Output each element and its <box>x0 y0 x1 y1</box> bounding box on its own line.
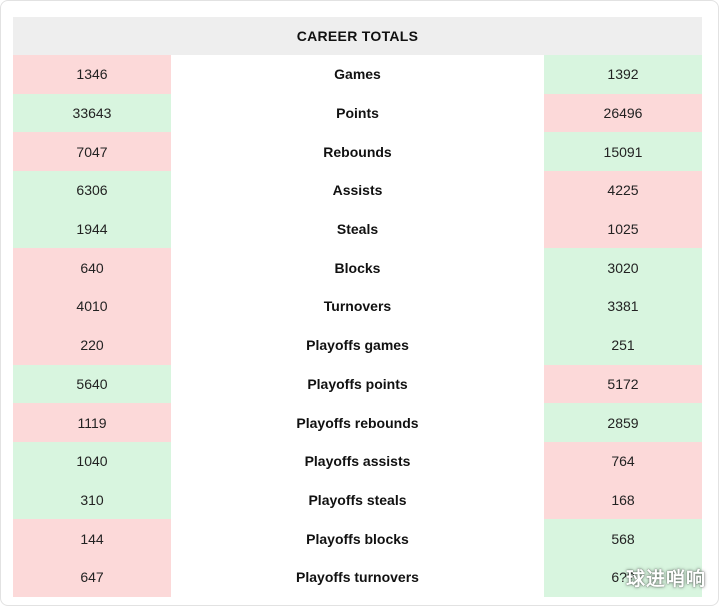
table-row: 640 Blocks 3020 <box>13 248 702 288</box>
right-player-value: 251 <box>544 325 702 365</box>
right-player-value: 5172 <box>544 364 702 404</box>
left-player-value: 647 <box>13 557 171 597</box>
left-player-value: 5640 <box>13 364 171 404</box>
stat-label: Assists <box>171 171 544 210</box>
left-player-value: 144 <box>13 519 171 558</box>
table-row: 1119 Playoffs rebounds 2859 <box>13 403 702 442</box>
right-player-value: 6?? <box>544 557 702 597</box>
left-player-value: 640 <box>13 248 171 288</box>
stat-label: Turnovers <box>171 287 544 326</box>
table-title: CAREER TOTALS <box>13 17 702 55</box>
table-row: 1346 Games 1392 <box>13 55 702 94</box>
table-row: 5640 Playoffs points 5172 <box>13 364 702 404</box>
left-player-value: 1040 <box>13 441 171 481</box>
left-player-value: 310 <box>13 480 171 520</box>
stat-label: Blocks <box>171 248 544 288</box>
table-body: 1346 Games 1392 33643 Points 26496 7047 Rebound… <box>13 55 702 597</box>
table-row: 4010 Turnovers 3381 <box>13 287 702 326</box>
table-row: 1040 Playoffs assists 764 <box>13 441 702 481</box>
stat-label: Playoffs assists <box>171 441 544 481</box>
left-player-value: 6306 <box>13 171 171 210</box>
stat-label: Playoffs games <box>171 325 544 365</box>
stat-label: Games <box>171 55 544 94</box>
table-row: 1944 Steals 1025 <box>13 209 702 249</box>
table-row: 310 Playoffs steals 168 <box>13 480 702 520</box>
table-row: 220 Playoffs games 251 <box>13 325 702 365</box>
stat-label: Playoffs turnovers <box>171 557 544 597</box>
right-player-value: 3020 <box>544 248 702 288</box>
right-player-value: 568 <box>544 519 702 558</box>
table-row: 647 Playoffs turnovers 6?? <box>13 557 702 597</box>
right-player-value: 3381 <box>544 287 702 326</box>
stat-label: Playoffs points <box>171 364 544 404</box>
right-player-value: 168 <box>544 480 702 520</box>
right-player-value: 4225 <box>544 171 702 210</box>
table-row: 144 Playoffs blocks 568 <box>13 519 702 558</box>
left-player-value: 7047 <box>13 132 171 172</box>
right-player-value: 26496 <box>544 93 702 133</box>
left-player-value: 4010 <box>13 287 171 326</box>
stat-label: Rebounds <box>171 132 544 172</box>
right-player-value: 1392 <box>544 55 702 94</box>
career-totals-table: CAREER TOTALS 1346 Games 1392 33643 Points 26… <box>13 17 702 597</box>
stat-label: Playoffs blocks <box>171 519 544 558</box>
left-player-value: 33643 <box>13 93 171 133</box>
right-player-value: 2859 <box>544 403 702 442</box>
watermark: 球进哨响 <box>625 569 706 590</box>
stat-label: Playoffs steals <box>171 480 544 520</box>
right-player-value: 15091 <box>544 132 702 172</box>
table-row: 6306 Assists 4225 <box>13 171 702 210</box>
stat-label: Points <box>171 93 544 133</box>
left-player-value: 220 <box>13 325 171 365</box>
right-player-value: 764 <box>544 441 702 481</box>
stat-label: Playoffs rebounds <box>171 403 544 442</box>
right-player-value: 1025 <box>544 209 702 249</box>
table-row: 7047 Rebounds 15091 <box>13 132 702 172</box>
left-player-value: 1346 <box>13 55 171 94</box>
left-player-value: 1119 <box>13 403 171 442</box>
left-player-value: 1944 <box>13 209 171 249</box>
table-row: 33643 Points 26496 <box>13 93 702 133</box>
stat-label: Steals <box>171 209 544 249</box>
